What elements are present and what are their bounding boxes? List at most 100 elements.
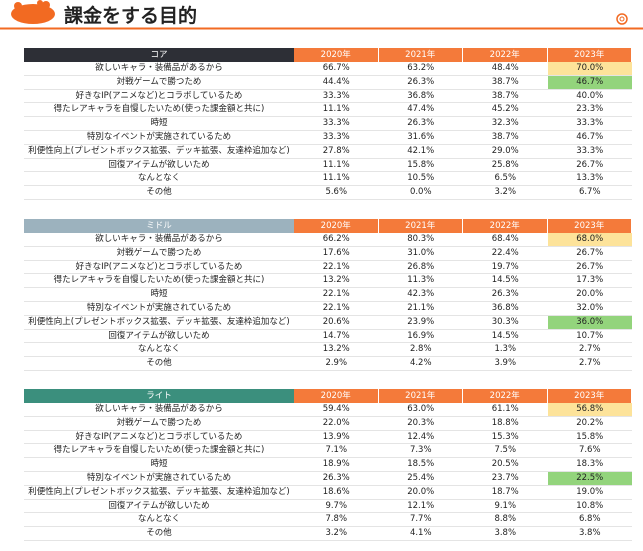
value-cell: 18.5%: [378, 458, 463, 472]
year-header: 2023年: [547, 219, 632, 233]
year-header: 2020年: [294, 48, 379, 62]
value-cell: 0.0%: [378, 186, 463, 200]
value-cell: 36.8%: [463, 302, 548, 316]
value-cell: 26.3%: [463, 288, 548, 302]
value-cell: 2.9%: [294, 357, 379, 371]
value-cell: 10.5%: [378, 172, 463, 187]
value-cell: 36.8%: [378, 90, 463, 104]
row-label: 欲しいキャラ・装備品があるから: [24, 403, 294, 417]
value-cell: 13.2%: [294, 274, 379, 289]
value-cell: 16.9%: [378, 330, 463, 344]
value-cell: 29.0%: [463, 145, 548, 159]
year-header: 2022年: [463, 219, 548, 233]
value-cell: 70.0%: [547, 62, 632, 76]
value-cell: 20.0%: [378, 486, 463, 500]
value-cell: 11.1%: [294, 172, 379, 187]
row-label: 回復アイテムが欲しいため: [24, 159, 294, 173]
value-cell: 26.3%: [294, 472, 379, 486]
value-cell: 38.7%: [463, 131, 548, 145]
value-cell: 66.7%: [294, 62, 379, 76]
year-header: 2021年: [378, 219, 463, 233]
row-label: 回復アイテムが欲しいため: [24, 330, 294, 344]
value-cell: 20.3%: [378, 417, 463, 431]
row-label: 好きなIP(アニメなど)とコラボしているため: [24, 431, 294, 445]
value-cell: 6.8%: [547, 513, 632, 528]
value-cell: 2.8%: [378, 343, 463, 358]
value-cell: 23.3%: [547, 103, 632, 118]
value-cell: 25.8%: [463, 159, 548, 173]
section-header: ライト: [24, 389, 294, 403]
value-cell: 21.1%: [378, 302, 463, 316]
value-cell: 25.4%: [378, 472, 463, 486]
value-cell: 42.1%: [378, 145, 463, 159]
value-cell: 31.0%: [378, 247, 463, 261]
value-cell: 1.3%: [463, 343, 548, 358]
row-label: 欲しいキャラ・装備品があるから: [24, 233, 294, 247]
value-cell: 4.2%: [378, 357, 463, 371]
value-cell: 20.0%: [547, 288, 632, 302]
value-cell: 7.7%: [378, 513, 463, 528]
value-cell: 13.3%: [547, 172, 632, 187]
value-cell: 26.8%: [378, 261, 463, 275]
value-cell: 6.5%: [463, 172, 548, 187]
row-label: 対戦ゲームで勝つため: [24, 76, 294, 90]
value-cell: 22.1%: [294, 261, 379, 275]
value-cell: 26.7%: [547, 247, 632, 261]
row-label: 特別なイベントが実施されているため: [24, 131, 294, 145]
value-cell: 9.1%: [463, 500, 548, 514]
value-cell: 30.3%: [463, 316, 548, 330]
value-cell: 22.4%: [463, 247, 548, 261]
row-label: 利便性向上(プレゼントボックス拡張、デッキ拡張、友達枠追加など): [24, 316, 294, 330]
value-cell: 33.3%: [547, 117, 632, 131]
row-label: 好きなIP(アニメなど)とコラボしているため: [24, 261, 294, 275]
value-cell: 33.3%: [294, 117, 379, 131]
value-cell: 3.8%: [463, 527, 548, 541]
value-cell: 46.7%: [547, 131, 632, 145]
value-cell: 18.3%: [547, 458, 632, 472]
section-header: ミドル: [24, 219, 294, 233]
value-cell: 6.7%: [547, 186, 632, 200]
value-cell: 26.3%: [378, 117, 463, 131]
value-cell: 18.7%: [463, 486, 548, 500]
value-cell: 2.7%: [547, 357, 632, 371]
value-cell: 48.4%: [463, 62, 548, 76]
value-cell: 10.8%: [547, 500, 632, 514]
value-cell: 18.6%: [294, 486, 379, 500]
value-cell: 40.0%: [547, 90, 632, 104]
value-cell: 44.4%: [294, 76, 379, 90]
value-cell: 23.7%: [463, 472, 548, 486]
row-label: 利便性向上(プレゼントボックス拡張、デッキ拡張、友達枠追加など): [24, 486, 294, 500]
value-cell: 3.9%: [463, 357, 548, 371]
row-label: 好きなIP(アニメなど)とコラボしているため: [24, 90, 294, 104]
value-cell: 13.2%: [294, 343, 379, 358]
value-cell: 33.3%: [294, 90, 379, 104]
value-cell: 80.3%: [378, 233, 463, 247]
value-cell: 7.8%: [294, 513, 379, 528]
value-cell: 9.7%: [294, 500, 379, 514]
value-cell: 31.6%: [378, 131, 463, 145]
value-cell: 11.3%: [378, 274, 463, 289]
value-cell: 3.2%: [463, 186, 548, 200]
value-cell: 68.4%: [463, 233, 548, 247]
value-cell: 23.9%: [378, 316, 463, 330]
value-cell: 22.5%: [547, 472, 632, 486]
value-cell: 10.7%: [547, 330, 632, 344]
value-cell: 18.8%: [463, 417, 548, 431]
row-label: 利便性向上(プレゼントボックス拡張、デッキ拡張、友達枠追加など): [24, 145, 294, 159]
value-cell: 22.1%: [294, 288, 379, 302]
row-label: 対戦ゲームで勝つため: [24, 247, 294, 261]
value-cell: 14.7%: [294, 330, 379, 344]
value-cell: 8.8%: [463, 513, 548, 528]
value-cell: 3.2%: [294, 527, 379, 541]
value-cell: 32.0%: [547, 302, 632, 316]
value-cell: 14.5%: [463, 274, 548, 289]
value-cell: 47.4%: [378, 103, 463, 118]
row-label: 対戦ゲームで勝つため: [24, 417, 294, 431]
value-cell: 3.8%: [547, 527, 632, 541]
row-label: 得たレアキャラを自慢したいため(使った課金額と共に): [24, 444, 294, 459]
year-header: 2020年: [294, 219, 379, 233]
value-cell: 45.2%: [463, 103, 548, 118]
row-label: その他: [24, 357, 294, 371]
row-label: 時短: [24, 458, 294, 472]
